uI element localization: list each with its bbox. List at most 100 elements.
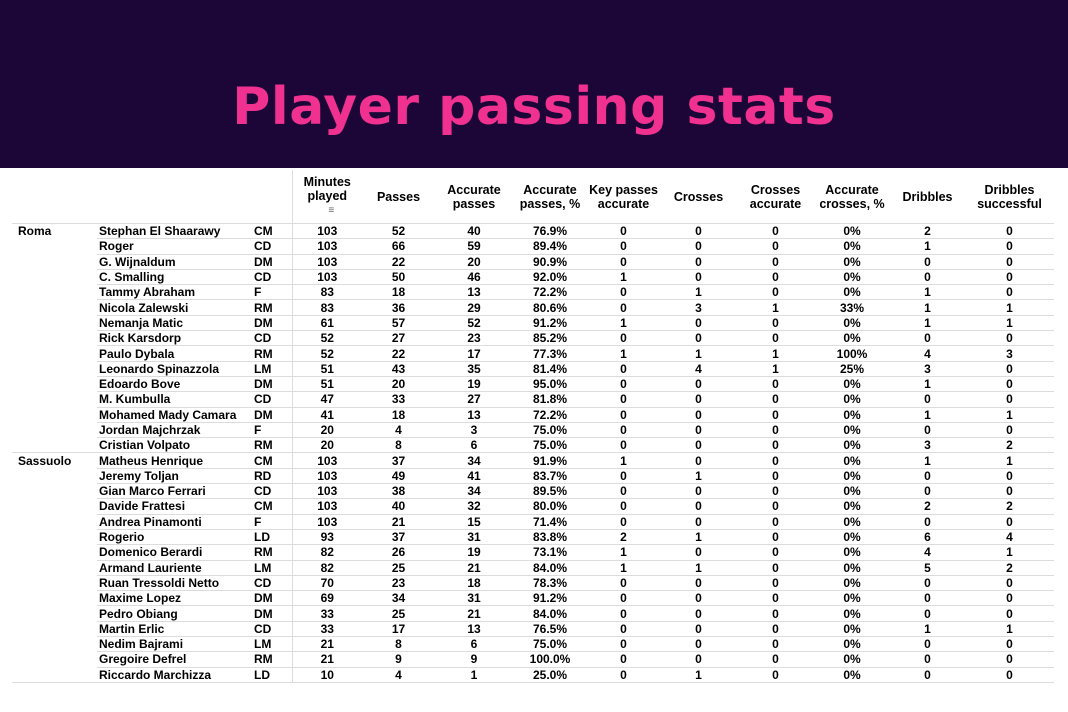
- cell-player-name: Jordan Majchrzak: [97, 421, 252, 438]
- cell-player-name: Roger: [97, 238, 252, 255]
- cell-team: [12, 407, 97, 422]
- cell-passes: 17: [362, 620, 435, 637]
- cell-dribbles-successful: 0: [965, 483, 1054, 499]
- cell-crosses-accurate: 0: [737, 620, 814, 637]
- table-row: Rogerio LD 93 37 31 83.8% 2 1 0 0% 6 4: [12, 528, 1054, 545]
- cell-dribbles: 0: [890, 421, 965, 438]
- cell-accurate-passes-pct: 81.4%: [513, 360, 587, 377]
- table-row: Maxime Lopez DM 69 34 31 91.2% 0 0 0 0% 0 0: [12, 590, 1054, 606]
- cell-dribbles: 0: [890, 636, 965, 652]
- cell-accurate-passes-pct: 83.8%: [513, 528, 587, 545]
- cell-accurate-crosses-pct: 0%: [814, 467, 890, 484]
- cell-accurate-passes-pct: 92.0%: [513, 268, 587, 285]
- cell-minutes-played: 83: [291, 284, 362, 300]
- sort-descending-icon[interactable]: ≡: [328, 204, 335, 216]
- cell-crosses-accurate: 0: [737, 483, 814, 499]
- cell-dribbles-successful: 2: [965, 559, 1054, 576]
- page-title: Player passing stats: [232, 77, 836, 137]
- cell-position: DM: [252, 590, 292, 606]
- cell-accurate-passes-pct: 75.0%: [513, 437, 587, 453]
- cell-accurate-crosses-pct: 0%: [814, 574, 890, 591]
- cell-crosses-accurate: 0: [737, 544, 814, 561]
- cell-crosses-accurate: 0: [737, 559, 814, 576]
- cell-team: [12, 300, 97, 315]
- table-row: Leonardo Spinazzola LM 51 43 35 81.4% 0 4 1 25% 3 0: [12, 360, 1054, 377]
- cell-dribbles: 1: [890, 406, 965, 423]
- column-header-minutes-played[interactable]: Minutes played≡: [291, 170, 362, 224]
- cell-accurate-passes-pct: 80.0%: [513, 498, 587, 515]
- column-header-accurate-crosses-pct: Accurate crosses, %: [814, 170, 890, 224]
- cell-dribbles: 0: [890, 651, 965, 668]
- cell-passes: 37: [362, 452, 435, 469]
- cell-dribbles-successful: 0: [965, 222, 1054, 239]
- cell-crosses-accurate: 0: [737, 268, 814, 285]
- cell-minutes-played: 103: [291, 467, 362, 484]
- cell-accurate-passes-pct: 100.0%: [513, 651, 587, 668]
- cell-crosses: 0: [660, 222, 737, 239]
- cell-dribbles-successful: 0: [965, 651, 1054, 668]
- column-header-label: Minutes played: [303, 175, 351, 204]
- cell-dribbles: 0: [890, 513, 965, 530]
- table-row: Paulo Dybala RM 52 22 17 77.3% 1 1 1 100% 4 3: [12, 345, 1054, 362]
- cell-team: [12, 468, 97, 483]
- cell-accurate-crosses-pct: 0%: [814, 222, 890, 239]
- table-row: Armand Lauriente LM 82 25 21 84.0% 1 1 0 0% 5 2: [12, 559, 1054, 576]
- cell-minutes-played: 69: [291, 590, 362, 606]
- cell-key-passes-accurate: 0: [587, 605, 660, 622]
- cell-accurate-crosses-pct: 0%: [814, 513, 890, 530]
- cell-passes: 4: [362, 666, 435, 683]
- cell-accurate-passes: 31: [435, 528, 513, 545]
- cell-crosses-accurate: 0: [737, 605, 814, 622]
- cell-position: DM: [252, 406, 292, 423]
- cell-crosses: 0: [660, 651, 737, 668]
- cell-dribbles-successful: 1: [965, 620, 1054, 637]
- cell-accurate-crosses-pct: 0%: [814, 314, 890, 331]
- cell-accurate-passes: 18: [435, 574, 513, 591]
- cell-accurate-passes: 31: [435, 590, 513, 606]
- cell-dribbles: 5: [890, 559, 965, 576]
- column-header-team: [12, 170, 97, 224]
- cell-passes: 21: [362, 513, 435, 530]
- table-row: Pedro Obiang DM 33 25 21 84.0% 0 0 0 0% 0 0: [12, 605, 1054, 622]
- cell-position: LM: [252, 360, 292, 377]
- table-row: Tammy Abraham F 83 18 13 72.2% 0 1 0 0% 1 0: [12, 284, 1054, 300]
- cell-dribbles: 4: [890, 345, 965, 362]
- cell-position: CD: [252, 620, 292, 637]
- cell-dribbles-successful: 0: [965, 574, 1054, 591]
- cell-accurate-passes-pct: 75.0%: [513, 421, 587, 438]
- cell-crosses: 0: [660, 238, 737, 255]
- cell-accurate-passes: 15: [435, 513, 513, 530]
- passing-stats-table: Minutes played≡ Passes Accurate passes A…: [12, 170, 1054, 683]
- cell-accurate-passes: 46: [435, 268, 513, 285]
- cell-minutes-played: 103: [291, 483, 362, 499]
- cell-passes: 9: [362, 651, 435, 668]
- cell-accurate-passes: 21: [435, 559, 513, 576]
- cell-key-passes-accurate: 0: [587, 330, 660, 346]
- cell-team: [12, 545, 97, 560]
- cell-key-passes-accurate: 0: [587, 636, 660, 652]
- cell-key-passes-accurate: 0: [587, 375, 660, 392]
- cell-position: DM: [252, 605, 292, 622]
- cell-crosses: 0: [660, 375, 737, 392]
- cell-accurate-passes: 34: [435, 483, 513, 499]
- cell-dribbles-successful: 2: [965, 498, 1054, 515]
- cell-player-name: G. Wijnaldum: [97, 253, 252, 270]
- cell-passes: 22: [362, 253, 435, 270]
- cell-crosses-accurate: 0: [737, 513, 814, 530]
- cell-passes: 8: [362, 636, 435, 652]
- cell-accurate-passes: 13: [435, 284, 513, 300]
- cell-key-passes-accurate: 1: [587, 268, 660, 285]
- cell-dribbles: 1: [890, 284, 965, 300]
- cell-minutes-played: 103: [291, 238, 362, 255]
- cell-team: [12, 606, 97, 621]
- cell-accurate-passes-pct: 73.1%: [513, 544, 587, 561]
- cell-dribbles-successful: 0: [965, 421, 1054, 438]
- cell-passes: 27: [362, 330, 435, 346]
- cell-crosses: 0: [660, 513, 737, 530]
- cell-passes: 66: [362, 238, 435, 255]
- cell-player-name: Armand Lauriente: [97, 559, 252, 576]
- cell-dribbles-successful: 0: [965, 636, 1054, 652]
- cell-accurate-passes: 9: [435, 651, 513, 668]
- cell-accurate-crosses-pct: 0%: [814, 666, 890, 683]
- cell-team: [12, 529, 97, 544]
